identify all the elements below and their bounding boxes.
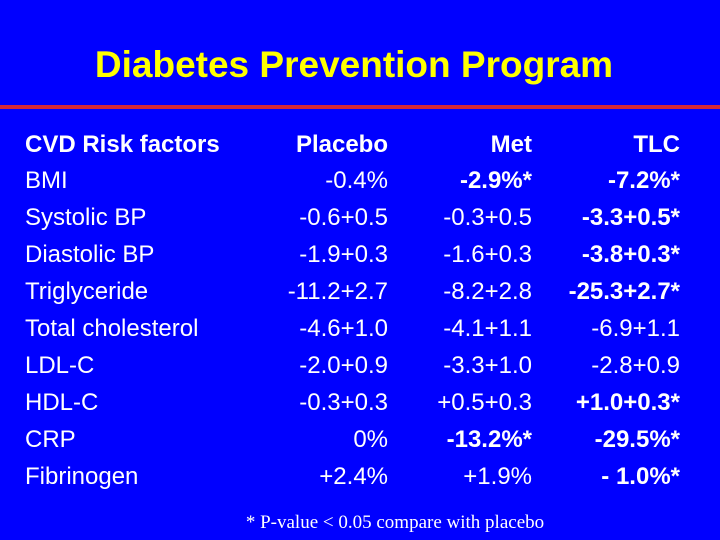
placebo-cell: +2.4% xyxy=(319,463,388,490)
header-risk-factors: CVD Risk factors xyxy=(25,131,220,158)
header-tlc: TLC xyxy=(633,131,680,158)
tlc-cell: -6.9+1.1 xyxy=(591,315,680,342)
placebo-cell: -4.6+1.0 xyxy=(299,315,388,342)
risk-factor-cell: BMI xyxy=(25,167,68,194)
table-row: Total cholesterol -4.6+1.0 -4.1+1.1 -6.9+1.… xyxy=(0,311,720,346)
slide-title: Diabetes Prevention Program xyxy=(94,44,614,85)
tlc-cell: -25.3+2.7* xyxy=(568,278,680,305)
met-cell: -4.1+1.1 xyxy=(443,315,532,342)
risk-factor-cell: CRP xyxy=(25,426,76,453)
tlc-cell: -7.2%* xyxy=(607,167,680,194)
table-row: CRP 0% -13.2%* -29.5%* xyxy=(0,422,720,457)
risk-factor-cell: Diastolic BP xyxy=(25,241,155,268)
risk-factor-cell: Fibrinogen xyxy=(25,463,139,490)
met-cell: -1.6+0.3 xyxy=(443,241,532,268)
tlc-cell: +1.0+0.3* xyxy=(575,389,680,416)
risk-factor-cell: HDL-C xyxy=(25,389,99,416)
table-row: Fibrinogen +2.4% +1.9% - 1.0%* xyxy=(0,459,720,494)
met-cell: +1.9% xyxy=(463,463,532,490)
table-row: Triglyceride -11.2+2.7 -8.2+2.8 -25.3+2.7* xyxy=(0,274,720,309)
footnote: * P-value < 0.05 compare with placebo xyxy=(245,512,545,533)
met-cell: -2.9%* xyxy=(459,167,532,194)
met-cell: -8.2+2.8 xyxy=(443,278,532,305)
placebo-cell: -2.0+0.9 xyxy=(299,352,388,379)
placebo-cell: -0.3+0.3 xyxy=(299,389,388,416)
met-cell: -3.3+1.0 xyxy=(443,352,532,379)
placebo-cell: -0.6+0.5 xyxy=(299,204,388,231)
title-divider xyxy=(0,105,720,109)
header-placebo: Placebo xyxy=(295,131,388,158)
risk-factor-cell: Triglyceride xyxy=(25,278,149,305)
met-cell: -0.3+0.5 xyxy=(443,204,532,231)
tlc-cell: -29.5%* xyxy=(594,426,680,453)
placebo-cell: 0% xyxy=(353,426,388,453)
met-cell: +0.5+0.3 xyxy=(437,389,532,416)
table-row: Diastolic BP -1.9+0.3 -1.6+0.3 -3.8+0.3* xyxy=(0,237,720,272)
table-row: Systolic BP -0.6+0.5 -0.3+0.5 -3.3+0.5* xyxy=(0,200,720,235)
tlc-cell: - 1.0%* xyxy=(601,463,680,490)
placebo-cell: -11.2+2.7 xyxy=(287,278,388,305)
tlc-cell: -3.8+0.3* xyxy=(581,241,680,268)
tlc-cell: -2.8+0.9 xyxy=(591,352,680,379)
table-row: HDL-C -0.3+0.3 +0.5+0.3 +1.0+0.3* xyxy=(0,385,720,420)
table-row: LDL-C -2.0+0.9 -3.3+1.0 -2.8+0.9 xyxy=(0,348,720,383)
tlc-cell: -3.3+0.5* xyxy=(581,204,680,231)
placebo-cell: -0.4% xyxy=(325,167,388,194)
placebo-cell: -1.9+0.3 xyxy=(299,241,388,268)
risk-factor-cell: LDL-C xyxy=(25,352,95,379)
risk-factor-cell: Total cholesterol xyxy=(25,315,199,342)
met-cell: -13.2%* xyxy=(446,426,532,453)
table-row: BMI -0.4% -2.9%* -7.2%* xyxy=(0,163,720,198)
table-header-row: CVD Risk factors Placebo Met TLC xyxy=(0,127,720,162)
header-met: Met xyxy=(490,131,532,158)
risk-factor-cell: Systolic BP xyxy=(25,204,147,231)
